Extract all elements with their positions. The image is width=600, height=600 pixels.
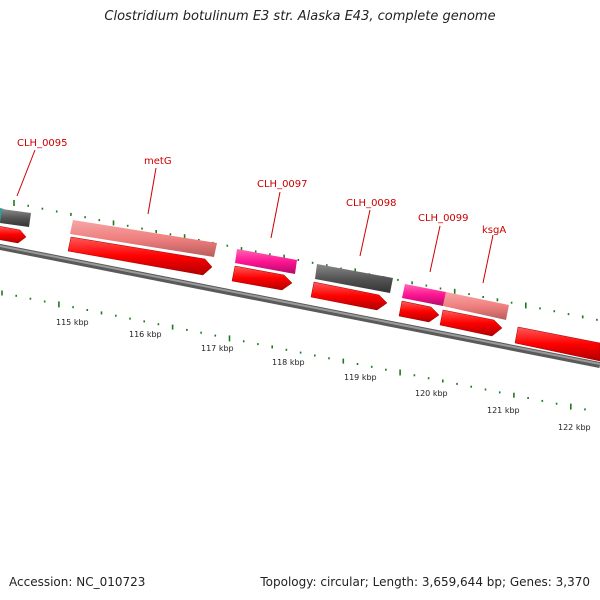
- scale-label-121: 121 kbp: [487, 406, 520, 415]
- scale-label-120: 120 kbp: [415, 389, 448, 398]
- scale-label-122: 122 kbp: [558, 423, 591, 432]
- cds-arrow-6: [439, 309, 503, 337]
- cds-arrow-2: [67, 236, 213, 276]
- cds-track: [0, 226, 600, 362]
- scale-label-119: 119 kbp: [344, 373, 377, 382]
- gene-block-clh0095: [0, 209, 31, 227]
- cds-arrow-7: [514, 326, 600, 362]
- gene-track: [0, 208, 509, 320]
- clh0095-label: CLH_0095: [17, 138, 68, 149]
- clh0099-label: CLH_0099: [418, 213, 469, 224]
- clh0098-label: CLH_0098: [346, 198, 397, 209]
- scale-labels: 115 kbp 116 kbp 117 kbp 118 kbp 119 kbp …: [56, 318, 591, 432]
- cds-arrow-5: [398, 300, 440, 323]
- gene-labels: CLH_0095 metG CLH_0097 CLH_0098 CLH_0099…: [17, 138, 506, 236]
- gc-ticks-inner: [1, 290, 586, 411]
- ksga-label: ksgA: [482, 225, 506, 236]
- scale-label-117: 117 kbp: [201, 344, 234, 353]
- label-leaders: [16, 149, 494, 284]
- cds-arrow-1: [0, 226, 27, 244]
- accession-text: Accession: NC_010723: [9, 575, 146, 589]
- clh0097-label: CLH_0097: [257, 179, 308, 190]
- scale-label-116: 116 kbp: [129, 330, 162, 339]
- scale-label-118: 118 kbp: [272, 358, 305, 367]
- gene-block-ksga: [443, 292, 509, 320]
- gene-block-clh0098: [315, 264, 393, 293]
- gene-block-metg: [70, 220, 217, 257]
- map-title: Clostridium botulinum E3 str. Alaska E43…: [104, 9, 496, 24]
- gc-ticks-outer: [13, 200, 598, 321]
- gene-block-clh0097: [235, 249, 297, 274]
- genome-info-text: Topology: circular; Length: 3,659,644 bp…: [260, 575, 590, 589]
- cds-arrow-3: [231, 265, 293, 291]
- gene-block-clh0099: [402, 284, 446, 306]
- cds-arrow-4: [310, 281, 388, 311]
- metg-label: metG: [144, 156, 172, 167]
- scale-label-115: 115 kbp: [56, 318, 89, 327]
